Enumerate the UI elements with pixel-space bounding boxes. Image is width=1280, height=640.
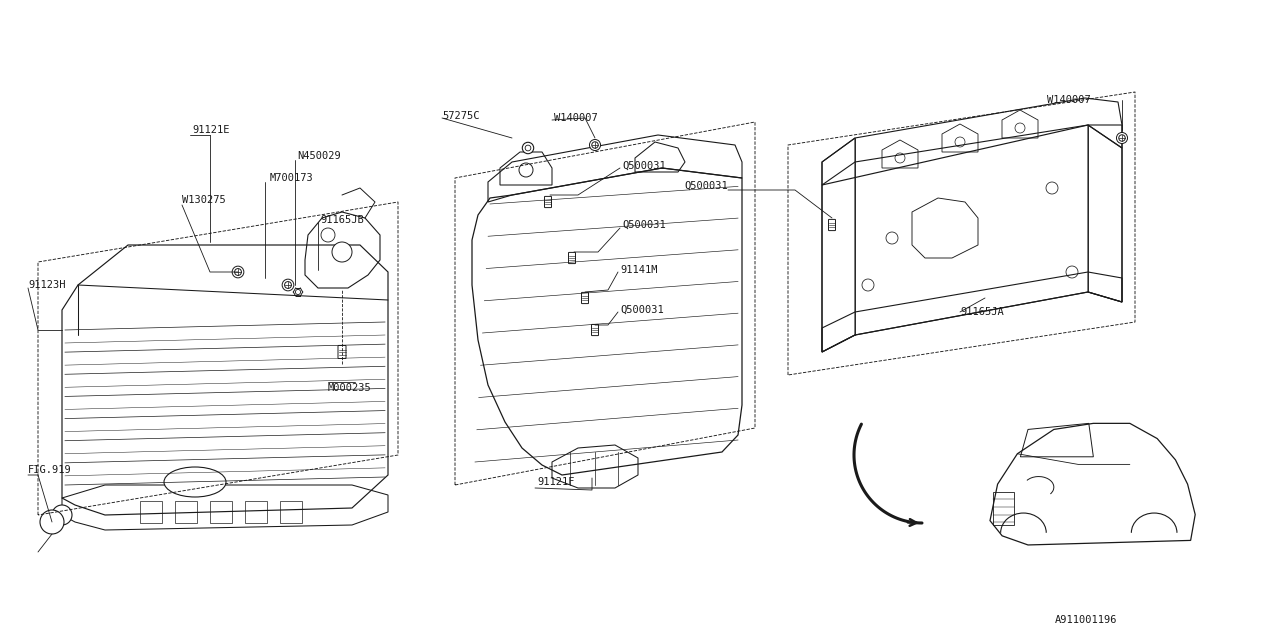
Circle shape <box>590 140 600 150</box>
Circle shape <box>591 142 598 148</box>
FancyBboxPatch shape <box>544 196 552 207</box>
Circle shape <box>1116 132 1128 143</box>
Text: 91123H: 91123H <box>28 280 65 290</box>
Circle shape <box>232 266 244 278</box>
Circle shape <box>1119 135 1125 141</box>
Text: 91165JB: 91165JB <box>320 215 364 225</box>
Text: 91165JA: 91165JA <box>960 307 1004 317</box>
Circle shape <box>332 242 352 262</box>
Circle shape <box>52 505 72 525</box>
Ellipse shape <box>164 467 227 497</box>
Text: M000235: M000235 <box>328 383 371 393</box>
Text: Q500031: Q500031 <box>622 161 666 171</box>
Text: M700173: M700173 <box>270 173 314 183</box>
Text: N450029: N450029 <box>297 151 340 161</box>
Text: W130275: W130275 <box>182 195 225 205</box>
Text: 57275C: 57275C <box>442 111 480 121</box>
FancyBboxPatch shape <box>591 324 599 335</box>
Circle shape <box>518 163 532 177</box>
Text: A911001196: A911001196 <box>1055 615 1117 625</box>
FancyBboxPatch shape <box>568 252 576 264</box>
Text: Q500031: Q500031 <box>685 181 728 191</box>
Text: 91141M: 91141M <box>620 265 658 275</box>
Circle shape <box>234 269 242 275</box>
FancyBboxPatch shape <box>828 220 836 230</box>
Bar <box>140 501 163 523</box>
Text: W140007: W140007 <box>554 113 598 123</box>
Circle shape <box>40 510 64 534</box>
Text: 91121F: 91121F <box>538 477 575 487</box>
Circle shape <box>282 279 294 291</box>
Text: Q500031: Q500031 <box>622 220 666 230</box>
Bar <box>175 501 197 523</box>
Bar <box>210 501 232 523</box>
FancyBboxPatch shape <box>581 292 589 303</box>
Bar <box>244 501 268 523</box>
Circle shape <box>296 289 301 294</box>
Text: W140007: W140007 <box>1047 95 1091 105</box>
Circle shape <box>522 142 534 154</box>
Text: Q500031: Q500031 <box>620 305 664 315</box>
Bar <box>993 492 1014 525</box>
Text: 91121E: 91121E <box>192 125 229 135</box>
Text: FIG.919: FIG.919 <box>28 465 72 475</box>
Circle shape <box>284 282 292 289</box>
Bar <box>280 501 302 523</box>
FancyBboxPatch shape <box>338 346 346 358</box>
